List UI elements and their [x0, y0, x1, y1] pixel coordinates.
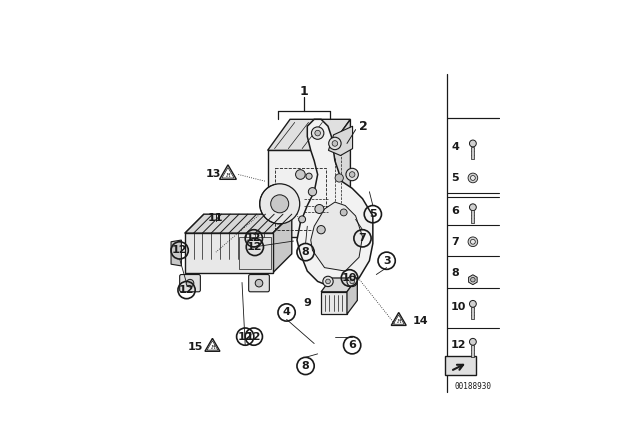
Text: 12: 12: [179, 285, 195, 295]
Polygon shape: [268, 151, 328, 237]
Circle shape: [308, 188, 317, 196]
Circle shape: [470, 277, 475, 282]
FancyBboxPatch shape: [445, 356, 476, 375]
Circle shape: [332, 141, 338, 146]
Polygon shape: [311, 202, 362, 271]
Text: 12: 12: [172, 246, 188, 255]
Circle shape: [329, 137, 341, 150]
Circle shape: [468, 237, 477, 246]
Polygon shape: [185, 214, 292, 233]
Polygon shape: [185, 233, 273, 273]
Text: 12: 12: [246, 332, 262, 342]
Circle shape: [468, 173, 477, 183]
Text: 4: 4: [451, 142, 459, 152]
Polygon shape: [321, 278, 357, 292]
Circle shape: [470, 338, 476, 345]
Text: 12: 12: [246, 233, 262, 243]
Polygon shape: [239, 237, 271, 269]
Text: 4: 4: [283, 307, 291, 318]
Polygon shape: [171, 240, 181, 266]
Text: 12: 12: [237, 332, 253, 342]
Text: 8: 8: [301, 247, 310, 257]
Circle shape: [299, 216, 305, 223]
Text: 10: 10: [342, 273, 357, 283]
Polygon shape: [268, 119, 351, 151]
Circle shape: [255, 280, 263, 287]
Circle shape: [470, 301, 476, 307]
Circle shape: [271, 195, 289, 213]
Polygon shape: [471, 345, 474, 358]
Text: 15: 15: [188, 342, 203, 352]
Text: 12: 12: [247, 242, 262, 252]
Text: 2: 2: [359, 120, 368, 133]
Text: 5: 5: [451, 173, 459, 183]
Text: 10: 10: [451, 302, 467, 312]
Text: 3: 3: [383, 256, 390, 266]
Text: 9: 9: [303, 298, 311, 308]
Text: 7: 7: [358, 233, 366, 243]
Text: 8: 8: [451, 268, 459, 278]
Text: 13: 13: [205, 169, 221, 180]
Text: 11: 11: [208, 214, 223, 224]
Text: R: R: [210, 345, 215, 350]
Text: 7: 7: [451, 237, 459, 247]
Circle shape: [470, 176, 476, 181]
Circle shape: [317, 225, 325, 234]
Polygon shape: [273, 214, 292, 273]
Text: 6: 6: [451, 206, 459, 216]
Text: 14: 14: [413, 316, 428, 326]
FancyBboxPatch shape: [249, 275, 269, 292]
Circle shape: [350, 279, 355, 284]
Polygon shape: [321, 292, 347, 314]
Circle shape: [312, 127, 324, 139]
Circle shape: [335, 174, 343, 182]
Polygon shape: [471, 146, 474, 159]
Circle shape: [470, 140, 476, 147]
Polygon shape: [328, 119, 351, 237]
Circle shape: [306, 173, 312, 179]
Polygon shape: [471, 307, 474, 319]
Polygon shape: [328, 126, 353, 155]
Circle shape: [346, 168, 358, 181]
Circle shape: [186, 280, 194, 287]
Text: 12: 12: [451, 340, 467, 350]
Circle shape: [326, 279, 330, 284]
Circle shape: [349, 172, 355, 177]
Text: R: R: [396, 319, 401, 324]
Circle shape: [315, 204, 324, 214]
Circle shape: [340, 209, 347, 216]
Circle shape: [470, 204, 476, 211]
Text: 6: 6: [348, 340, 356, 350]
Circle shape: [470, 239, 476, 244]
Circle shape: [315, 130, 321, 136]
Text: 5: 5: [369, 209, 377, 219]
Polygon shape: [347, 278, 357, 314]
Circle shape: [296, 170, 305, 179]
Text: 1: 1: [300, 85, 308, 98]
Text: 8: 8: [301, 361, 310, 371]
Polygon shape: [471, 211, 474, 223]
Text: 00188930: 00188930: [454, 382, 492, 391]
Circle shape: [347, 276, 357, 287]
Polygon shape: [468, 275, 477, 284]
FancyBboxPatch shape: [180, 275, 200, 292]
Polygon shape: [297, 119, 373, 289]
Text: R: R: [225, 173, 230, 178]
Circle shape: [323, 276, 333, 287]
Circle shape: [260, 184, 300, 224]
